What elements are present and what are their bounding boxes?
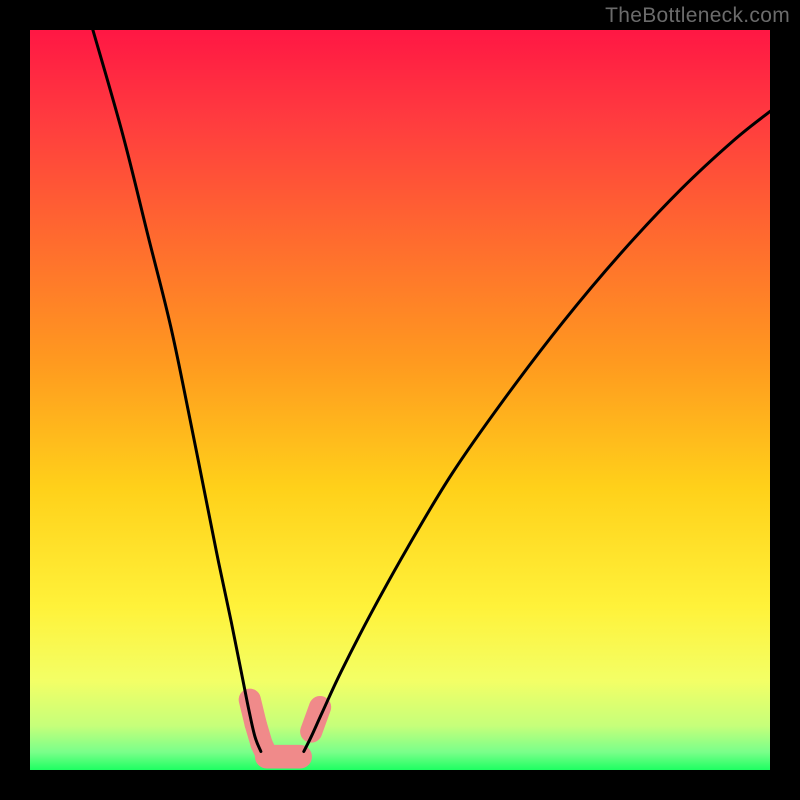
bottleneck-curve-right xyxy=(304,111,770,751)
watermark-text: TheBottleneck.com xyxy=(605,4,790,28)
curve-layer xyxy=(30,30,770,770)
plot-area xyxy=(30,30,770,770)
chart-container: TheBottleneck.com xyxy=(0,0,800,800)
bottleneck-curve-left xyxy=(93,30,261,752)
